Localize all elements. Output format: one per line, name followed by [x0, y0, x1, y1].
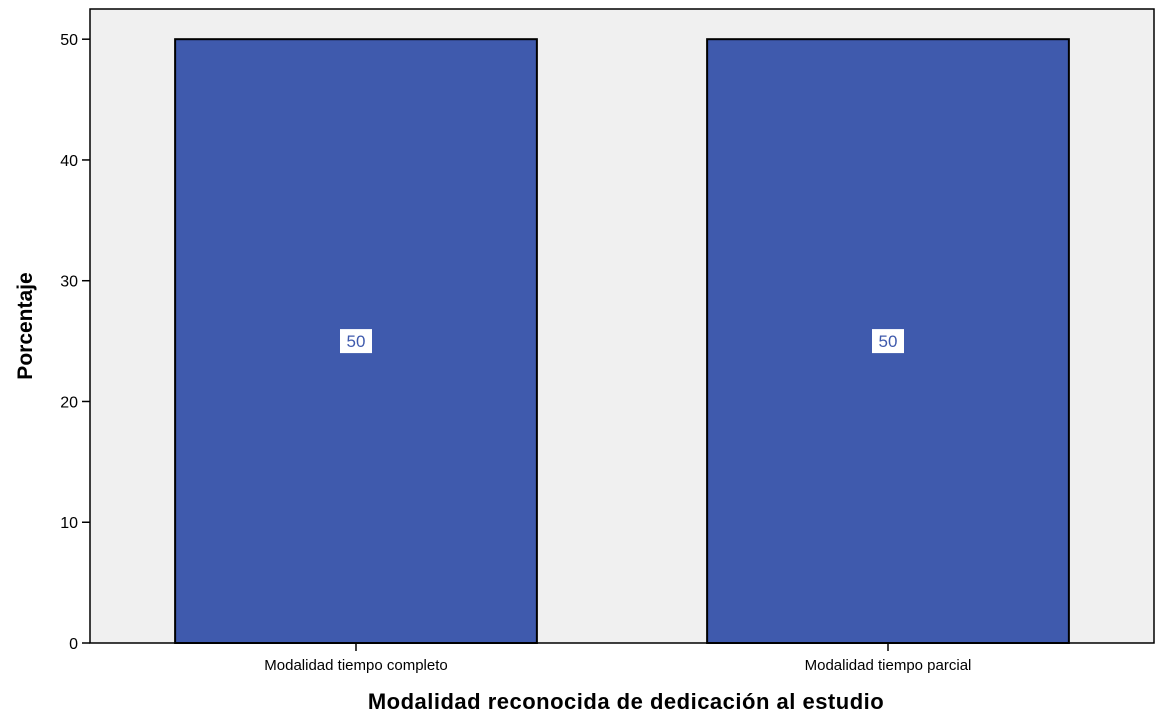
y-tick-label: 10	[60, 515, 78, 532]
y-tick-label: 50	[60, 32, 78, 49]
x-axis-title: Modalidad reconocida de dedicación al es…	[368, 689, 884, 713]
bars-group: 50 50	[174, 38, 1070, 644]
y-axis: 0 10 20 30 40 50	[60, 32, 90, 653]
data-label-box	[872, 329, 904, 354]
data-label-text: 50	[879, 332, 898, 351]
data-label-box	[340, 329, 372, 354]
x-axis: Modalidad tiempo completo Modalidad tiemp…	[264, 643, 971, 674]
x-category-label: Modalidad tiempo parcial	[805, 657, 972, 674]
data-label: 50	[340, 329, 372, 354]
y-tick-label: 0	[69, 636, 78, 653]
x-category-label: Modalidad tiempo completo	[264, 657, 447, 674]
y-tick-label: 30	[60, 274, 78, 291]
data-label: 50	[872, 329, 904, 354]
y-tick-label: 20	[60, 394, 78, 411]
y-axis-title: Porcentaje	[14, 272, 37, 379]
data-label-text: 50	[347, 332, 366, 351]
y-tick-label: 40	[60, 153, 78, 170]
